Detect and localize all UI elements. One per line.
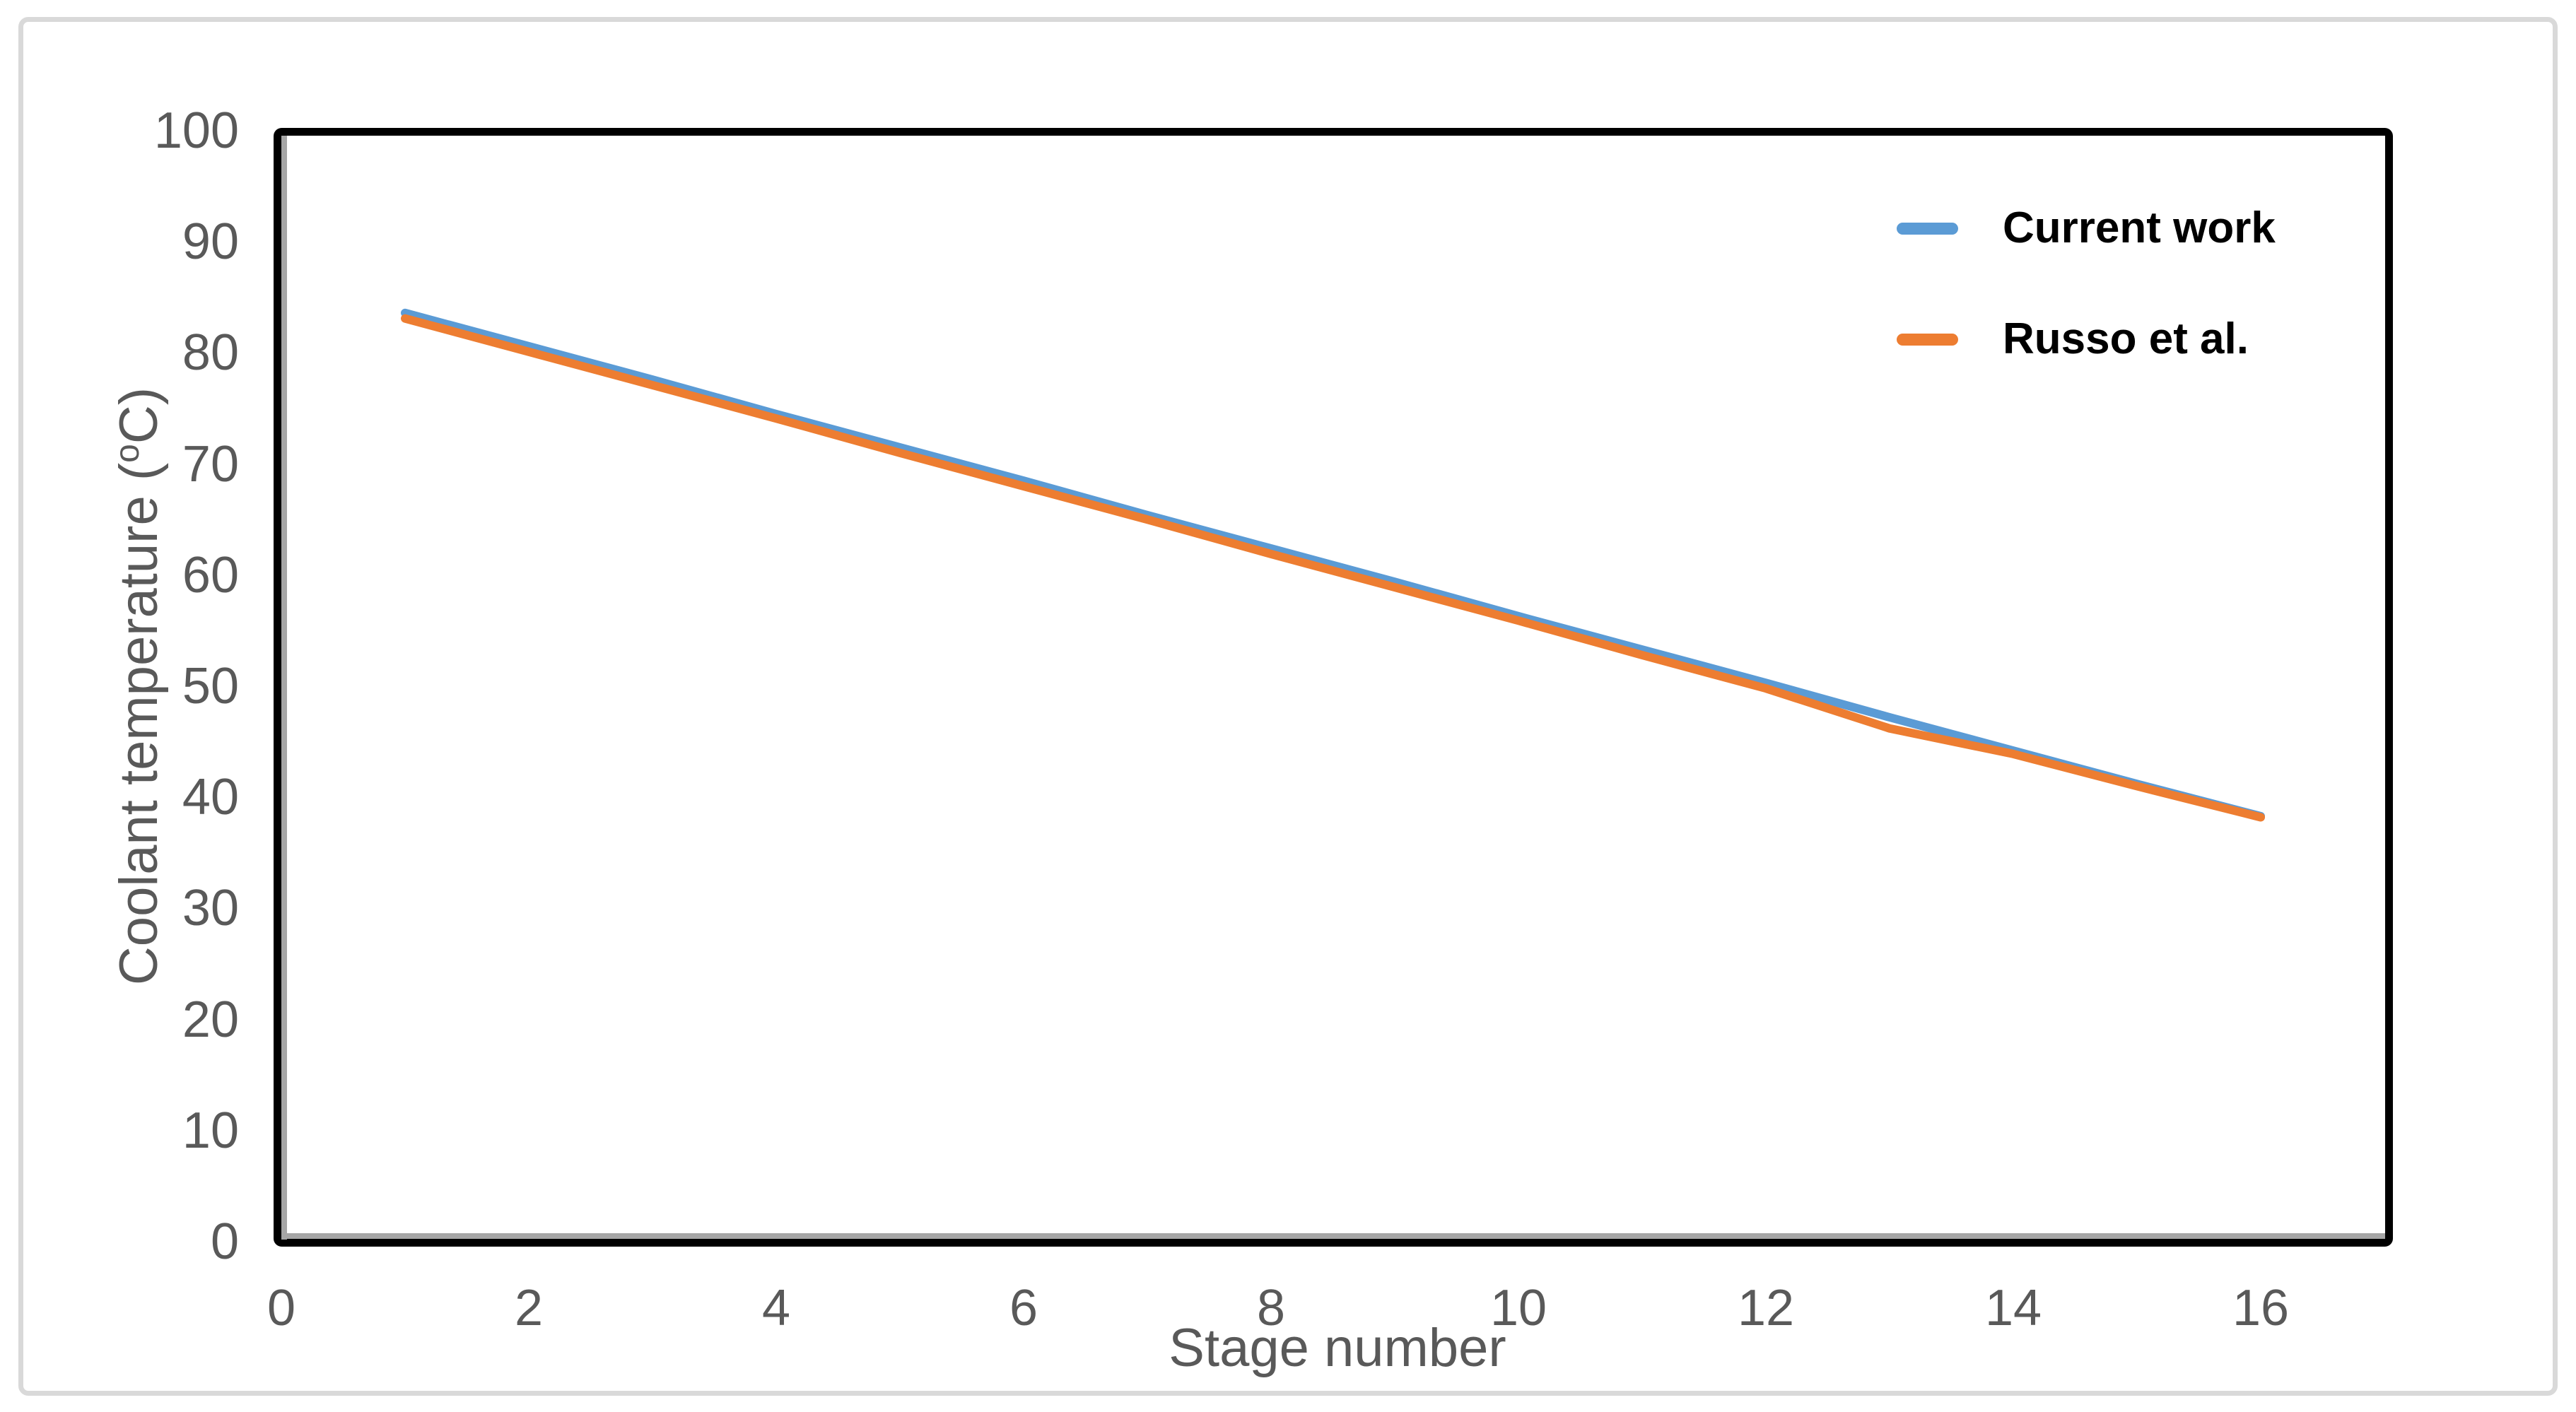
y-axis-line	[281, 136, 287, 1240]
y-tick-label: 30	[182, 880, 239, 937]
x-tick-label: 16	[2232, 1280, 2290, 1336]
series-line-0	[401, 308, 2265, 820]
y-axis-title-superscript: o	[108, 444, 146, 463]
y-axis-title-unit: C)	[109, 387, 170, 445]
x-tick-label: 14	[1984, 1280, 2042, 1336]
legend-item-current-work: Current work	[1897, 206, 2276, 250]
legend-label-current-work: Current work	[2003, 204, 2276, 252]
x-axis-title: Stage number	[1169, 1318, 1506, 1378]
x-tick-label: 6	[1009, 1280, 1038, 1336]
x-tick-label: 0	[267, 1280, 296, 1336]
x-tick-label: 8	[1256, 1280, 1286, 1336]
y-tick-label: 90	[182, 213, 239, 271]
x-tick-label: 2	[514, 1280, 544, 1336]
legend-label-russo-et-al: Russo et al.	[2003, 314, 2249, 363]
figure-border	[18, 17, 2558, 1396]
series-line-1	[401, 314, 2265, 822]
x-tick-label: 10	[1489, 1280, 1547, 1336]
y-tick-label: 10	[182, 1102, 239, 1159]
y-tick-label: 50	[182, 658, 239, 714]
legend-swatch-current-work	[1897, 222, 1958, 235]
x-tick-label: 12	[1737, 1280, 1795, 1336]
x-axis-line	[281, 1233, 2385, 1239]
y-tick-label: 40	[182, 769, 239, 826]
y-tick-label: 0	[210, 1213, 239, 1270]
y-tick-label: 20	[182, 991, 239, 1048]
y-axis-title: Coolant temperature (oC)	[108, 387, 170, 986]
plot-border	[274, 128, 2393, 1247]
y-tick-label: 100	[153, 102, 239, 159]
legend-item-russo-et-al: Russo et al.	[1897, 317, 2249, 361]
legend-swatch-russo-et-al	[1897, 333, 1958, 346]
x-tick-label: 4	[761, 1280, 791, 1336]
y-axis-title-text: Coolant temperature (	[109, 462, 170, 986]
y-tick-label: 60	[182, 546, 239, 604]
series-lines	[401, 308, 2265, 822]
y-tick-label: 70	[182, 435, 239, 493]
y-tick-label: 80	[182, 324, 239, 382]
